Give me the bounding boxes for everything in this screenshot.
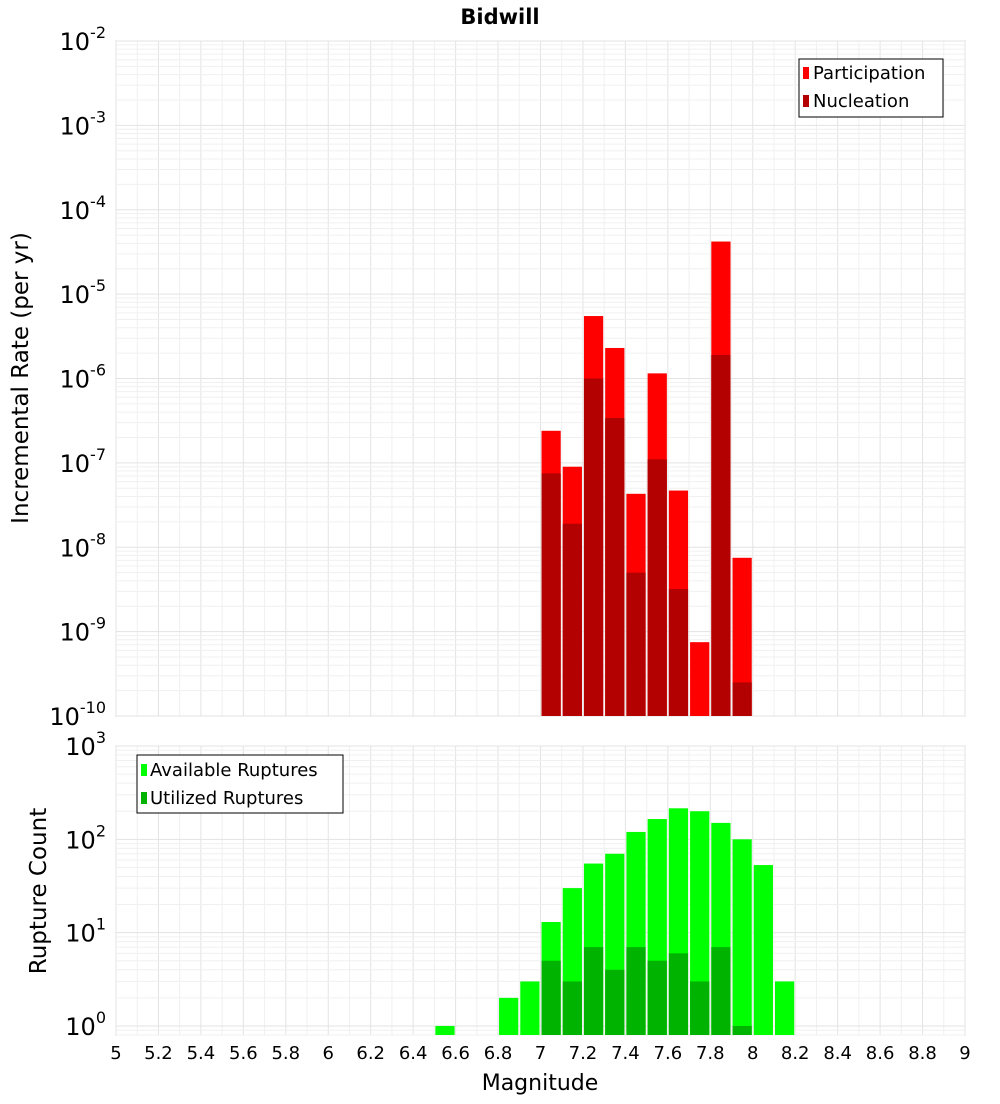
top-y-tick-label: 10-9: [60, 614, 107, 647]
bottom-bar-series1: [499, 997, 519, 1035]
top-y-tick-label: 10-3: [60, 107, 107, 140]
x-ticks: 5 5.2 5.4 5.6 5.8 6 6.2 6.4 6.6 6.8 7 7.2 7.4 7.6 7.8 8…: [110, 1043, 970, 1064]
x-tick-label: 5: [110, 1043, 121, 1064]
x-tick-label: 6.8: [484, 1043, 513, 1064]
bottom-legend-box: [136, 754, 344, 814]
top-bar-series2: [583, 378, 604, 716]
top-y-ticks: 10-10 10-9 10-8 10-7 10-6 10-5 10-4 10-3 10-2: [49, 23, 106, 731]
bottom-legend: Available Ruptures Utilized Ruptures: [136, 754, 344, 814]
legend-swatch-available: [141, 764, 147, 776]
legend-label-available: Available Ruptures: [150, 760, 318, 781]
bottom-bar-series2: [732, 1025, 752, 1035]
bottom-bar-series2: [562, 981, 582, 1035]
x-tick-label: 8.4: [823, 1043, 852, 1064]
top-legend: Participation Nucleation: [798, 58, 944, 118]
x-tick-label: 5.8: [271, 1043, 300, 1064]
top-bar-series2: [711, 354, 731, 716]
top-bar-series2: [647, 459, 667, 716]
x-tick-label: 5.6: [229, 1043, 258, 1064]
x-tick-label: 8: [747, 1043, 758, 1064]
bottom-bar-series2: [690, 981, 710, 1035]
legend-label-participation: Participation: [813, 63, 925, 84]
top-y-tick-label: 10-5: [60, 276, 107, 309]
top-grid: [115, 40, 966, 717]
top-legend-box: [798, 58, 944, 118]
x-tick-label: 7.6: [654, 1043, 683, 1064]
top-bar-series1: [732, 557, 752, 716]
bottom-bar-series2: [541, 960, 561, 1035]
bottom-bars: [435, 808, 795, 1035]
legend-label-nucleation: Nucleation: [813, 91, 909, 112]
x-tick-label: 6: [323, 1043, 334, 1064]
bottom-bar-series1: [732, 839, 752, 1035]
top-y-axis-label: Incremental Rate (per yr): [8, 232, 34, 524]
legend-swatch-nucleation: [803, 95, 809, 107]
x-tick-label: 5.2: [144, 1043, 173, 1064]
bottom-bar-series2: [668, 953, 689, 1035]
x-tick-label: 5.4: [187, 1043, 216, 1064]
bottom-bar-series2: [605, 969, 625, 1035]
top-bar-series2: [668, 589, 689, 716]
top-bar-series1: [690, 642, 710, 716]
top-bar-series2: [626, 572, 646, 716]
legend-swatch-participation: [803, 67, 809, 79]
x-tick-label: 7.4: [611, 1043, 640, 1064]
legend-swatch-utilized: [141, 792, 147, 804]
bottom-bar-series2: [583, 947, 604, 1035]
top-y-tick-label: 10-7: [60, 445, 107, 478]
bottom-bar-series2: [711, 947, 731, 1035]
bottom-y-axis-label: Rupture Count: [26, 808, 52, 974]
top-y-tick-label: 10-10: [49, 698, 106, 731]
bottom-bar-series2: [626, 947, 646, 1035]
bottom-bar-series1: [435, 1025, 455, 1035]
x-tick-label: 6.6: [441, 1043, 470, 1064]
bottom-grid: [115, 745, 966, 1036]
chart-title: Bidwill: [460, 5, 539, 29]
bottom-bar-series1: [753, 865, 773, 1035]
bottom-y-tick-label: 102: [65, 821, 106, 854]
top-y-tick-label: 10-4: [60, 192, 107, 225]
x-tick-label: 8.8: [908, 1043, 937, 1064]
bottom-y-tick-label: 101: [65, 915, 106, 948]
x-axis-label: Magnitude: [482, 1071, 599, 1096]
x-tick-label: 6.2: [356, 1043, 385, 1064]
bottom-y-ticks: 100 101 102 103: [65, 728, 106, 1041]
x-tick-label: 7.8: [696, 1043, 725, 1064]
x-tick-label: 7: [535, 1043, 546, 1064]
top-bar-series2: [562, 523, 582, 716]
top-bar-series2: [605, 418, 625, 716]
x-tick-label: 9: [959, 1043, 970, 1064]
bottom-y-tick-label: 103: [65, 728, 106, 761]
bottom-bar-series1: [520, 981, 540, 1035]
x-tick-label: 7.2: [569, 1043, 598, 1064]
top-bar-series2: [732, 682, 752, 716]
bottom-bar-series1: [774, 981, 795, 1035]
x-tick-label: 6.4: [399, 1043, 428, 1064]
bottom-y-tick-label: 100: [65, 1008, 106, 1041]
top-y-tick-label: 10-8: [60, 529, 107, 562]
legend-label-utilized: Utilized Ruptures: [150, 788, 303, 809]
x-tick-label: 8.2: [781, 1043, 810, 1064]
top-bar-series2: [541, 473, 561, 716]
top-y-tick-label: 10-6: [60, 361, 107, 394]
top-y-tick-label: 10-2: [60, 23, 107, 56]
x-tick-label: 8.6: [866, 1043, 895, 1064]
bottom-bar-series1: [690, 811, 710, 1035]
top-bars: [541, 241, 752, 717]
bottom-bar-series2: [647, 960, 667, 1035]
